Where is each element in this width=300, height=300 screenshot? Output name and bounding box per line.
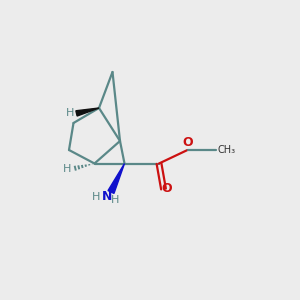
Text: CH₃: CH₃: [218, 145, 236, 155]
Text: H: H: [63, 164, 71, 174]
Polygon shape: [76, 108, 99, 116]
Text: H: H: [92, 191, 100, 202]
Text: O: O: [182, 136, 193, 149]
Text: H: H: [66, 108, 74, 118]
Polygon shape: [108, 164, 124, 194]
Text: H: H: [111, 195, 119, 205]
Text: N: N: [102, 190, 112, 203]
Text: O: O: [161, 182, 172, 196]
